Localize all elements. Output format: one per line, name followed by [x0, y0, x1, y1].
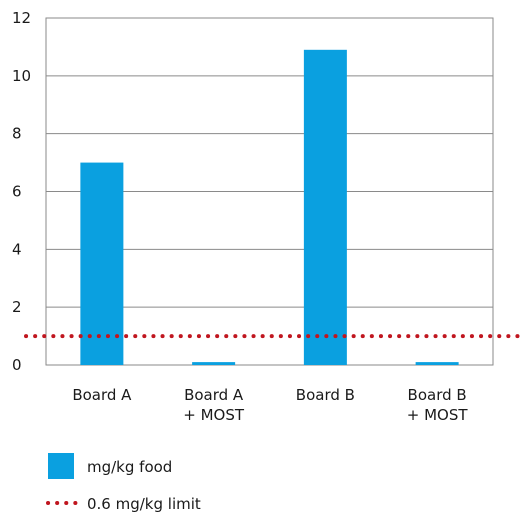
y-tick-label: 0 — [12, 356, 22, 374]
x-tick-label-line: + MOST — [183, 406, 245, 424]
bar — [303, 49, 347, 365]
bars — [80, 49, 459, 365]
x-axis: Board A Board A + MOST Board B Board B + MOST — [72, 386, 468, 424]
y-tick-label: 12 — [12, 9, 31, 27]
x-tick-label: Board B — [296, 386, 355, 404]
y-tick-label: 4 — [12, 240, 22, 258]
y-tick-label: 6 — [12, 183, 22, 201]
y-tick-label: 8 — [12, 125, 22, 143]
x-tick-label-line: Board B — [296, 386, 355, 404]
bar — [80, 162, 124, 365]
x-tick-label-line: Board A — [184, 386, 244, 404]
y-axis: 0 2 4 6 8 10 12 — [12, 9, 31, 374]
x-tick-label-line: + MOST — [407, 406, 469, 424]
x-tick-label: Board A + MOST — [183, 386, 245, 424]
y-tick-label: 10 — [12, 67, 31, 85]
y-tick-label: 2 — [12, 298, 22, 316]
x-tick-label-line: Board B — [408, 386, 467, 404]
bar — [192, 362, 236, 365]
legend: mg/kg food 0.6 mg/kg limit — [46, 453, 201, 513]
bar — [415, 362, 459, 365]
legend-swatch-bar — [48, 453, 74, 479]
x-tick-label-line: Board A — [72, 386, 132, 404]
legend-label-bar: mg/kg food — [87, 458, 172, 476]
plot-frame — [45, 17, 494, 366]
x-tick-label: Board B + MOST — [407, 386, 469, 424]
legend-label-reference-line: 0.6 mg/kg limit — [87, 495, 201, 513]
x-tick-label: Board A — [72, 386, 132, 404]
